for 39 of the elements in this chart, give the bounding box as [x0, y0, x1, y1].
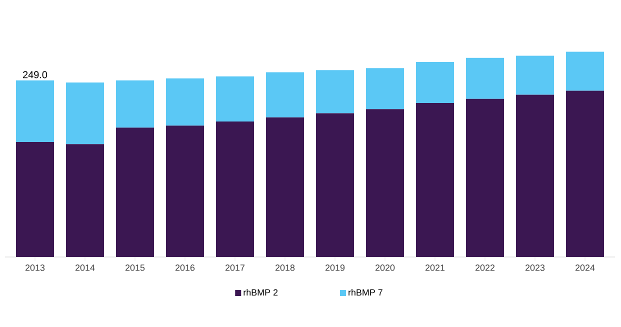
bar: [166, 126, 204, 257]
bar: [366, 109, 404, 257]
bar: [16, 142, 54, 257]
x-tick-label: 2018: [275, 264, 295, 271]
bar: [266, 117, 304, 257]
annotation: 249.0: [23, 71, 48, 78]
x-tick-label: 2013: [25, 264, 45, 271]
bar: [316, 113, 354, 257]
x-tick-label: 2014: [75, 264, 95, 271]
bar: [566, 52, 604, 91]
bar: [416, 62, 454, 104]
x-tick-label: 2017: [225, 264, 245, 271]
x-tick-label: 2021: [425, 264, 445, 271]
bar: [266, 72, 304, 118]
bar: [566, 90, 604, 257]
bar: [116, 80, 154, 128]
bar: [16, 80, 54, 142]
x-tick-label: 2016: [175, 264, 195, 271]
x-tick-label: 2019: [325, 264, 345, 271]
bar: [516, 56, 554, 95]
bar: [116, 128, 154, 257]
legend-label: rhBMP 7: [348, 289, 382, 296]
bar: [466, 58, 504, 99]
bar: [366, 68, 404, 110]
bar: [216, 121, 254, 257]
bar: [466, 98, 504, 257]
legend-label: rhBMP 2: [244, 289, 278, 296]
bar: [416, 103, 454, 257]
bar: [166, 78, 204, 126]
x-tick-label: 2022: [475, 264, 495, 271]
bar: [316, 70, 354, 114]
x-tick-label: 2023: [525, 264, 545, 271]
bar: [66, 144, 104, 257]
x-tick-label: 2020: [375, 264, 395, 271]
x-tick-label: 2024: [575, 264, 595, 271]
bar: [66, 82, 104, 144]
x-tick-label: 2015: [125, 264, 145, 271]
bar: [516, 94, 554, 257]
bar: [216, 76, 254, 122]
